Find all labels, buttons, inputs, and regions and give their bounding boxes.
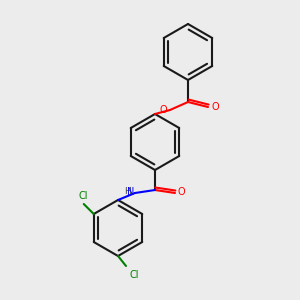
Text: Cl: Cl (78, 191, 88, 201)
Text: H: H (124, 188, 131, 196)
Text: Cl: Cl (130, 270, 140, 280)
Text: O: O (159, 105, 167, 115)
Text: O: O (211, 102, 219, 112)
Text: N: N (127, 187, 134, 197)
Text: O: O (178, 187, 186, 197)
